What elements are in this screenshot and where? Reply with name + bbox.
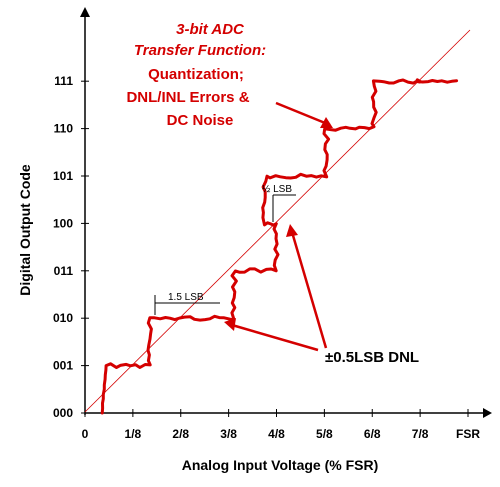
y-tick-label: 111 [54, 74, 73, 88]
y-tick-label: 000 [53, 406, 73, 420]
x-tick-label: FSR [456, 427, 480, 441]
title-arrow [275, 101, 333, 128]
x-tick-label: 1/8 [125, 427, 142, 441]
title-line-2: Transfer Function: [134, 42, 266, 59]
y-axis-title: Digital Output Code [17, 164, 33, 296]
title-line-1: 3-bit ADC [176, 21, 245, 38]
x-tick-label: 7/8 [412, 427, 429, 441]
x-tick-label: 5/8 [316, 427, 333, 441]
x-tick-label: 4/8 [268, 427, 285, 441]
title-line-3: Quantization; [148, 66, 244, 83]
y-tick-group: 000 001 010 011 100 101 110 111 [53, 74, 89, 420]
title-line-4: DNL/INL Errors & [126, 89, 249, 106]
marker-1-5lsb: 1.5 LSB [154, 292, 220, 315]
x-axis-title: Analog Input Voltage (% FSR) [182, 457, 379, 473]
annotation-title: 3-bit ADC Transfer Function: Quantizatio… [126, 21, 266, 129]
label-dnl: ±0.5LSB DNL [325, 349, 419, 366]
label-half-lsb: ½ LSB [262, 184, 292, 195]
y-axis [80, 7, 90, 415]
y-tick-label: 110 [54, 122, 74, 136]
y-tick-label: 010 [53, 311, 73, 325]
x-tick-label: 6/8 [364, 427, 381, 441]
x-tick-label: 3/8 [220, 427, 237, 441]
y-tick-label: 101 [53, 169, 73, 183]
y-tick-label: 100 [53, 216, 73, 230]
title-line-5: DC Noise [167, 112, 234, 129]
label-1-5lsb: 1.5 LSB [168, 292, 204, 303]
x-axis [85, 408, 492, 418]
y-tick-label: 011 [54, 264, 74, 278]
x-tick-group: 0 1/8 2/8 3/8 4/8 5/8 6/8 7/8 FSR [82, 409, 480, 441]
marker-half-lsb: ½ LSB [262, 184, 296, 222]
y-tick-label: 001 [53, 359, 73, 373]
x-tick-label: 2/8 [172, 427, 189, 441]
dnl-arrows [224, 224, 328, 352]
x-tick-label: 0 [82, 427, 89, 441]
adc-staircase-trace [100, 78, 459, 415]
